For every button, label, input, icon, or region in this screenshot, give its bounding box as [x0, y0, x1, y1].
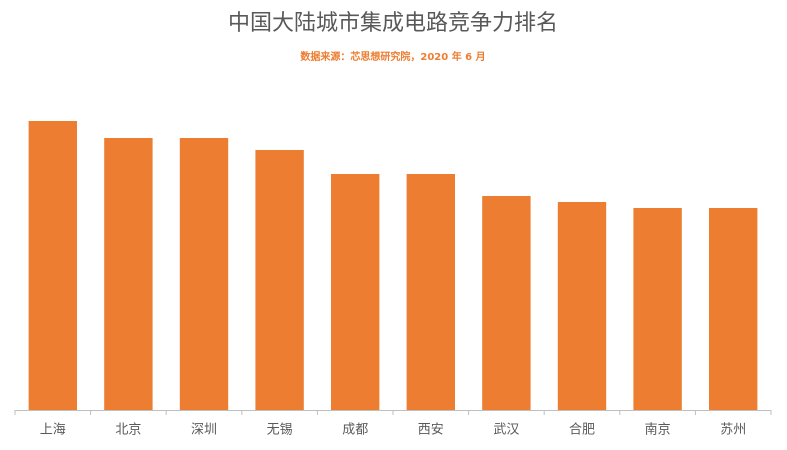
bar [633, 208, 682, 410]
x-tick-label: 合肥 [569, 423, 595, 438]
chart-title: 中国大陆城市集成电路竞争力排名 [228, 11, 558, 36]
x-tick-label: 北京 [115, 423, 141, 438]
bar [28, 121, 77, 410]
bar [331, 174, 380, 410]
bar [406, 174, 455, 410]
bar [179, 138, 229, 410]
bar [255, 150, 304, 410]
x-tick-label: 苏州 [720, 422, 746, 438]
chart-subtitle: 数据来源：芯思想研究院，2020 年 6 月 [300, 50, 485, 63]
x-tick-label: 无锡 [267, 423, 293, 438]
bar [557, 202, 607, 410]
x-tick-label: 南京 [645, 422, 671, 438]
bar [482, 196, 531, 410]
x-tick-label: 西安 [418, 423, 444, 438]
bar [709, 208, 758, 410]
x-tick-label: 武汉 [493, 423, 519, 438]
x-tick-label: 成都 [342, 423, 368, 438]
bar [104, 138, 153, 410]
x-tick-label: 上海 [40, 423, 66, 438]
x-tick-label: 深圳 [191, 423, 217, 438]
